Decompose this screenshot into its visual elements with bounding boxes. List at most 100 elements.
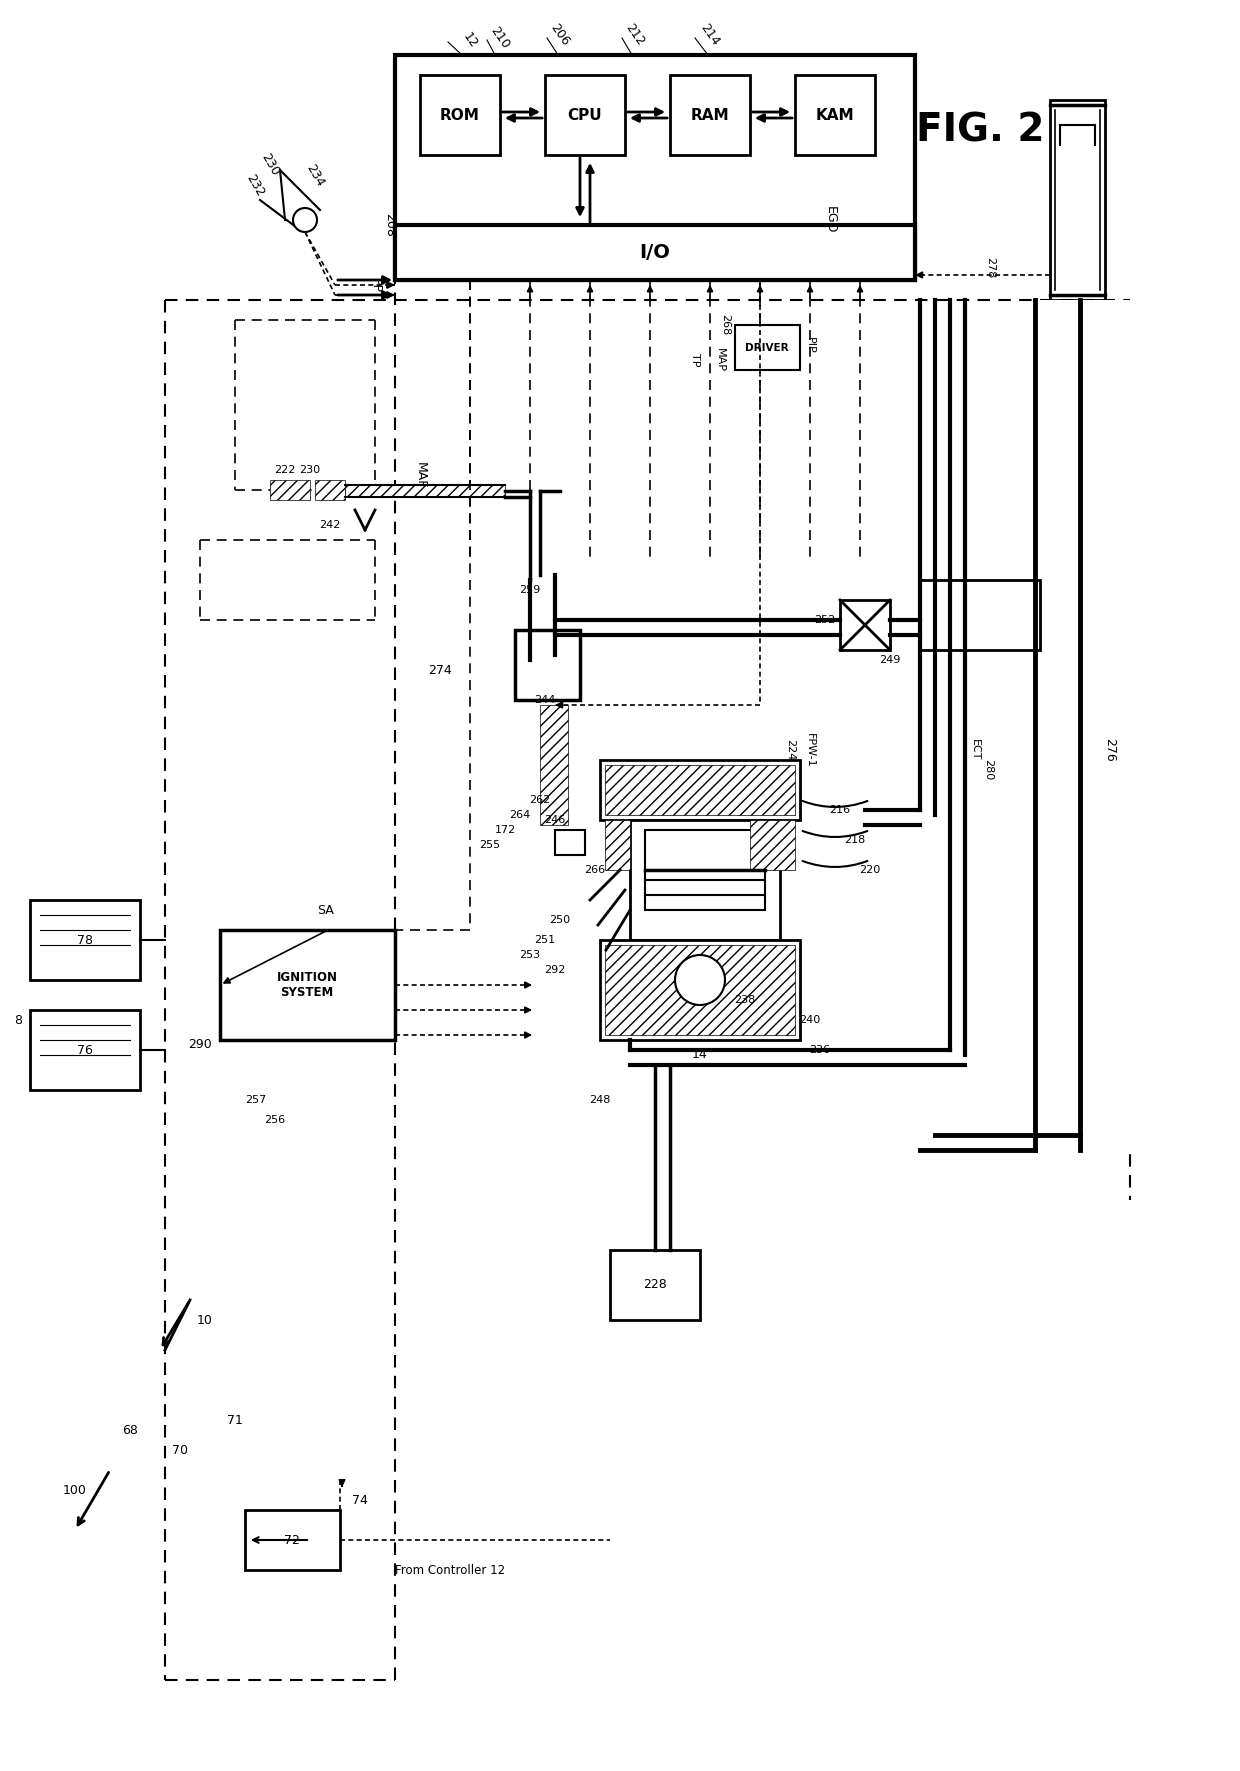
Bar [600, 760, 800, 820]
Bar [345, 485, 505, 498]
Text: 230: 230 [299, 466, 321, 475]
Text: From Controller 12: From Controller 12 [394, 1564, 505, 1576]
Text: 212: 212 [622, 21, 647, 48]
Text: 8: 8 [14, 1013, 22, 1027]
Bar [30, 1009, 140, 1089]
Text: 208: 208 [383, 213, 397, 237]
Bar [1050, 99, 1105, 299]
Text: CPU: CPU [568, 108, 603, 122]
Text: 248: 248 [589, 1094, 610, 1105]
Bar [546, 74, 625, 156]
Text: 238: 238 [734, 995, 755, 1004]
Bar [750, 820, 795, 870]
Text: 251: 251 [534, 935, 556, 946]
Text: PIP: PIP [805, 336, 815, 354]
Text: 262: 262 [529, 795, 551, 806]
Text: 206: 206 [548, 21, 572, 48]
Text: 222: 222 [274, 466, 295, 475]
Text: TP: TP [689, 352, 701, 367]
Bar [600, 940, 800, 1040]
Text: 259: 259 [520, 584, 541, 595]
Text: 257: 257 [246, 1094, 267, 1105]
Bar [605, 946, 795, 1034]
Text: 78: 78 [77, 933, 93, 946]
Text: 10: 10 [197, 1314, 213, 1326]
Text: 172: 172 [495, 825, 516, 834]
Bar [610, 1250, 701, 1319]
Text: 276: 276 [1104, 739, 1116, 762]
Bar [839, 600, 890, 650]
Text: 216: 216 [830, 806, 851, 815]
Text: 250: 250 [549, 916, 570, 924]
Text: 232: 232 [243, 172, 267, 198]
Text: MAF: MAF [413, 462, 427, 489]
Circle shape [293, 207, 317, 232]
Text: 264: 264 [510, 809, 531, 820]
Bar [795, 74, 875, 156]
Bar [630, 820, 780, 940]
Text: I/O: I/O [640, 243, 671, 262]
Text: 14: 14 [692, 1048, 708, 1061]
Text: ECT: ECT [970, 739, 980, 762]
Text: IGNITION
SYSTEM: IGNITION SYSTEM [277, 971, 337, 999]
Text: 100: 100 [63, 1484, 87, 1496]
Text: 249: 249 [879, 655, 900, 664]
Bar [270, 480, 310, 499]
Text: 210: 210 [487, 25, 512, 51]
Text: 220: 220 [859, 864, 880, 875]
Text: 228: 228 [644, 1279, 667, 1291]
Bar [515, 630, 580, 700]
Text: DRIVER: DRIVER [745, 344, 789, 352]
Bar [605, 765, 795, 815]
Text: 266: 266 [584, 864, 605, 875]
Text: 12: 12 [460, 30, 480, 50]
Bar [1035, 299, 1135, 1149]
Text: FPW-1: FPW-1 [805, 733, 815, 767]
Text: ROM: ROM [440, 108, 480, 122]
Bar [396, 55, 915, 280]
Bar [246, 1511, 340, 1571]
Text: 71: 71 [227, 1413, 243, 1426]
Text: 224: 224 [785, 739, 795, 762]
Text: RAM: RAM [691, 108, 729, 122]
Bar [219, 930, 396, 1040]
Bar [605, 820, 630, 870]
Text: KAM: KAM [816, 108, 854, 122]
Text: 68: 68 [122, 1424, 138, 1436]
Bar [670, 74, 750, 156]
Text: 268: 268 [720, 315, 730, 336]
Text: PP: PP [368, 278, 382, 292]
Text: 253: 253 [520, 949, 541, 960]
Text: 76: 76 [77, 1043, 93, 1057]
Bar [735, 326, 800, 370]
Bar [556, 831, 585, 855]
Text: 244: 244 [534, 694, 556, 705]
Bar [645, 831, 765, 910]
Text: MAP: MAP [715, 347, 725, 372]
Text: 278: 278 [985, 257, 994, 278]
Text: 230: 230 [258, 152, 281, 179]
Text: 240: 240 [800, 1015, 821, 1025]
Text: SA: SA [316, 903, 334, 917]
Text: FIG. 2: FIG. 2 [916, 112, 1044, 149]
Text: 242: 242 [320, 521, 341, 530]
Text: 255: 255 [480, 839, 501, 850]
Bar [920, 579, 1040, 650]
Text: 70: 70 [172, 1443, 188, 1456]
Bar [539, 705, 568, 825]
Bar [396, 225, 915, 280]
Text: 252: 252 [815, 615, 836, 625]
Text: 236: 236 [810, 1045, 831, 1056]
Text: 214: 214 [698, 21, 722, 48]
Text: 218: 218 [844, 834, 866, 845]
Bar [30, 900, 140, 979]
Text: 290: 290 [188, 1038, 212, 1052]
Text: 256: 256 [264, 1116, 285, 1125]
Bar [315, 480, 345, 499]
Bar [420, 74, 500, 156]
Circle shape [675, 955, 725, 1004]
Text: 234: 234 [304, 161, 326, 188]
Text: 274: 274 [428, 664, 451, 677]
Text: 74: 74 [352, 1493, 368, 1507]
Text: 72: 72 [284, 1534, 300, 1546]
